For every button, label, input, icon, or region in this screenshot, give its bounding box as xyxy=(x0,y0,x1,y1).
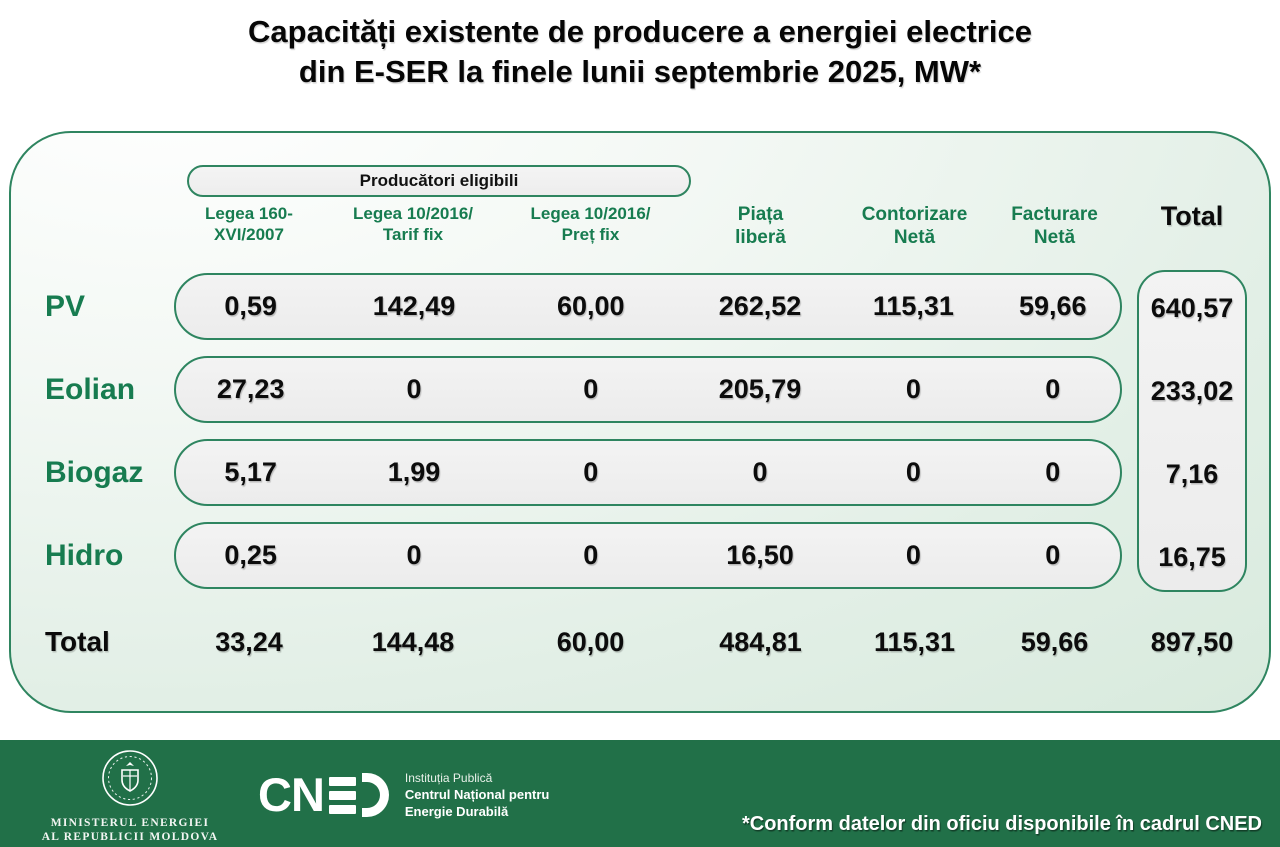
row-label-pv: PV xyxy=(45,290,86,323)
cell: 115,31 xyxy=(873,626,956,657)
table-row-biogaz: Biogaz 5,17 1,99 0 0 0 0 xyxy=(11,439,1273,506)
cell: 16,50 xyxy=(726,540,794,570)
cell: 59,66 xyxy=(1018,291,1087,321)
grand-total-values: 33,24 144,48 60,00 484,81 115,31 59,66 xyxy=(174,611,1122,673)
column-headers: Legea 160- XVI/2007 Legea 10/2016/ Tarif… xyxy=(174,199,1122,255)
cell: 0 xyxy=(1045,457,1061,487)
footer-bar: MINISTERUL ENERGIEI AL REPUBLICII MOLDOV… xyxy=(0,740,1280,847)
cell: 262,52 xyxy=(718,291,802,321)
cell: 205,79 xyxy=(718,374,802,404)
total-value-pv: 640,57 xyxy=(1150,293,1234,323)
column-header-facturare-neta: Facturare Netă xyxy=(1011,204,1098,248)
cell: 60,00 xyxy=(556,291,625,321)
data-table-card: Producători eligibili Legea 160- XVI/200… xyxy=(9,131,1271,713)
footnote: *Conform datelor din oficiu disponibile … xyxy=(741,813,1262,835)
cell: 484,81 xyxy=(719,626,802,657)
cell: 1,99 xyxy=(387,457,441,487)
cell: 0 xyxy=(1045,374,1061,404)
row-values-pill: 0,25 0 0 16,50 0 0 xyxy=(174,522,1122,589)
cned-logo-block: CN Instituția Publică Centrul Național p… xyxy=(258,770,549,820)
cell: 59,66 xyxy=(1020,626,1089,657)
column-header-piata-libera: Piața liberă xyxy=(735,204,786,248)
page-title-line1: Capacități existente de producere a ener… xyxy=(248,14,1032,49)
cell: 0,25 xyxy=(224,540,277,570)
cell: 0 xyxy=(583,540,599,570)
table-row-eolian: Eolian 27,23 0 0 205,79 0 0 xyxy=(11,356,1273,423)
cell: 115,31 xyxy=(872,291,954,321)
cell: 0 xyxy=(905,374,921,404)
cell: 27,23 xyxy=(216,374,285,404)
cell: 0 xyxy=(583,457,599,487)
column-header-contorizare-neta: Contorizare Netă xyxy=(861,204,968,248)
total-value-eolian: 233,02 xyxy=(1150,376,1234,406)
column-header-legea-10-pret: Legea 10/2016/ Preț fix xyxy=(530,204,651,244)
cned-d-arc-icon xyxy=(361,773,389,817)
cned-wordmark-logo: CN xyxy=(258,771,389,818)
cell: 0 xyxy=(406,374,422,404)
cell: 33,24 xyxy=(215,626,283,657)
page-title-line2: din E-SER la finele lunii septembrie 202… xyxy=(298,54,982,89)
cell: 0,59 xyxy=(224,291,277,321)
row-label-biogaz: Biogaz xyxy=(45,456,144,489)
cell: 0 xyxy=(752,457,768,487)
row-values-pill: 5,17 1,99 0 0 0 0 xyxy=(174,439,1122,506)
cell: 60,00 xyxy=(556,626,625,657)
cned-e-bars-icon xyxy=(328,774,356,816)
grand-total-label: Total xyxy=(45,626,110,657)
row-values-pill: 0,59 142,49 60,00 262,52 115,31 59,66 xyxy=(174,273,1122,340)
ministry-seal-icon xyxy=(100,750,160,812)
ministry-logo: MINISTERUL ENERGIEI AL REPUBLICII MOLDOV… xyxy=(40,748,220,844)
cell: 0 xyxy=(583,374,599,404)
total-column-pill: 640,57 233,02 7,16 16,75 xyxy=(1137,270,1247,592)
grand-total-row: Total 33,24 144,48 60,00 484,81 115,31 5… xyxy=(11,611,1273,673)
eligible-producers-group-header: Producători eligibili xyxy=(187,165,691,197)
cned-org-name: Instituția Publică Centrul Național pent… xyxy=(404,771,550,819)
row-label-eolian: Eolian xyxy=(45,373,136,406)
cell: 0 xyxy=(905,540,921,570)
total-column-header: Total xyxy=(1160,201,1224,231)
cell: 144,48 xyxy=(371,626,455,657)
row-label-hidro: Hidro xyxy=(45,539,124,572)
cell: 0 xyxy=(406,540,422,570)
ministry-name: MINISTERUL ENERGIEI AL REPUBLICII MOLDOV… xyxy=(41,817,219,843)
total-value-biogaz: 7,16 xyxy=(1165,459,1219,489)
cell: 0 xyxy=(905,457,921,487)
total-value-hidro: 16,75 xyxy=(1158,542,1226,572)
page-title: Capacități existente de producere a ener… xyxy=(0,12,1280,92)
table-row-hidro: Hidro 0,25 0 0 16,50 0 0 xyxy=(11,522,1273,589)
column-header-legea-160: Legea 160- XVI/2007 xyxy=(205,204,293,244)
cell: 5,17 xyxy=(224,457,277,487)
cell: 142,49 xyxy=(372,291,456,321)
column-header-legea-10-tarif: Legea 10/2016/ Tarif fix xyxy=(352,204,474,244)
grand-total-value: 897,50 xyxy=(1150,627,1234,657)
row-values-pill: 27,23 0 0 205,79 0 0 xyxy=(174,356,1122,423)
table-row-pv: PV 0,59 142,49 60,00 262,52 115,31 59,66 xyxy=(11,273,1273,340)
cell: 0 xyxy=(1045,540,1061,570)
